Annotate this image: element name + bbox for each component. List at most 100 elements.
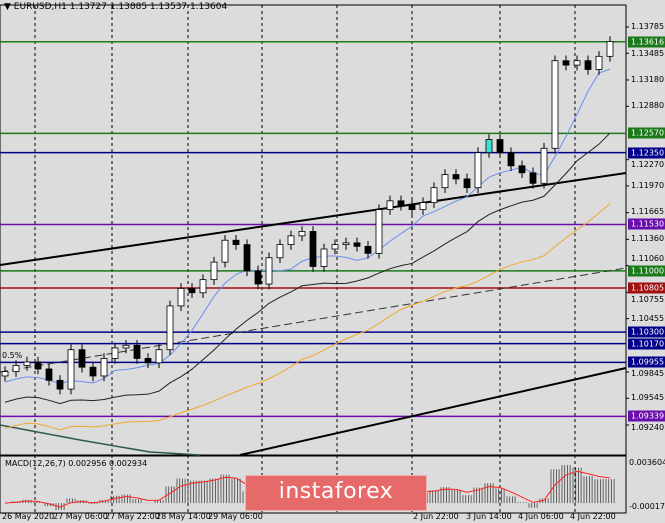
- level-price-label: 1.13616: [628, 36, 665, 48]
- candle: [518, 165, 526, 174]
- candle: [386, 200, 394, 210]
- candle: [12, 365, 20, 372]
- price-tick: 1.13485: [631, 48, 665, 58]
- ma-blue-line: [4, 68, 611, 385]
- price-tick: 1.09845: [631, 369, 665, 379]
- channel-upper-line: [0, 172, 627, 266]
- price-tick: 1.09240: [631, 423, 665, 433]
- candle: [463, 178, 471, 189]
- candle: [221, 239, 229, 263]
- ma-black-line: [4, 132, 611, 405]
- candle: [56, 379, 64, 390]
- candle: [34, 361, 42, 370]
- candle: [276, 244, 284, 259]
- candle: [67, 349, 75, 390]
- candle: [430, 187, 438, 203]
- candle: [551, 60, 559, 149]
- level-price-label: 1.11000: [628, 265, 665, 277]
- candle: [155, 349, 163, 364]
- candle: [188, 287, 196, 294]
- level-price-label: 1.09955: [628, 356, 665, 368]
- symbol-quote: EURUSD,H1 1.13727 1.13885 1.13537 1.1360…: [13, 2, 228, 12]
- ma-darkgreen-line: [0, 424, 201, 456]
- candle: [210, 261, 218, 281]
- triangle-down-icon[interactable]: ▼: [4, 2, 11, 12]
- candle: [419, 202, 427, 210]
- price-tick: 1.11665: [631, 207, 665, 217]
- chart-title: ▼ EURUSD,H1 1.13727 1.13885 1.13537 1.13…: [4, 2, 227, 12]
- level-price-label: 1.10300: [628, 326, 665, 338]
- candle: [474, 152, 482, 189]
- candle: [23, 361, 31, 366]
- time-tick: 27 May 06:00: [53, 512, 108, 521]
- time-tick: 3 Jun 14:00: [466, 512, 512, 521]
- candle: [287, 235, 295, 246]
- candle: [364, 245, 372, 254]
- time-tick: 26 May 2020: [2, 512, 55, 521]
- candle: [78, 349, 86, 368]
- candle: [1, 371, 9, 377]
- level-price-label: 1.11530: [628, 218, 665, 230]
- channel-lower-line: [239, 367, 627, 456]
- level-price-label: 1.10170: [628, 338, 665, 350]
- candle: [111, 347, 119, 359]
- price-tick: 1.10755: [631, 294, 665, 304]
- price-tick: 1.12270: [631, 159, 665, 169]
- candle: [243, 244, 251, 272]
- dashed-trend-line: [0, 267, 627, 373]
- candle: [606, 41, 614, 57]
- macd-label: MACD(12,26,7) 0.002956 0.002934: [5, 459, 148, 468]
- macd-tick-top: 0.003604: [629, 458, 665, 467]
- candle: [573, 60, 581, 66]
- level-price-label: 1.10805: [628, 282, 665, 294]
- price-tick: 1.13785: [631, 22, 665, 31]
- fib-label: 0.5%: [2, 351, 23, 360]
- ma-orange-line: [4, 203, 611, 431]
- price-tick: 1.10455: [631, 313, 665, 323]
- candle: [496, 139, 504, 154]
- price-tick: 1.11060: [631, 253, 665, 263]
- candle: [485, 139, 493, 154]
- candle: [507, 152, 515, 167]
- candle: [177, 287, 185, 307]
- candle: [452, 174, 460, 180]
- candle: [166, 305, 174, 351]
- candle: [298, 231, 306, 237]
- level-price-label: 1.12570: [628, 127, 665, 139]
- candle: [408, 204, 416, 210]
- candle: [584, 60, 592, 70]
- candle: [397, 200, 405, 206]
- candle: [529, 172, 537, 184]
- candle: [133, 344, 141, 359]
- candle: [254, 270, 262, 285]
- instaforex-logo: instaforex: [245, 475, 427, 511]
- time-tick: 28 May 14:00: [156, 512, 211, 521]
- candle: [144, 358, 152, 364]
- candle: [441, 174, 449, 189]
- price-tick: 1.09545: [631, 393, 665, 403]
- candle: [320, 248, 328, 267]
- candle: [45, 368, 53, 381]
- level-price-label: 1.12350: [628, 147, 665, 159]
- time-tick: 27 May 22:00: [105, 512, 160, 521]
- candle: [232, 239, 240, 246]
- candle: [265, 257, 273, 285]
- candle: [309, 231, 317, 267]
- time-tick: 2 Jun 22:00: [413, 512, 459, 521]
- time-tick: 29 May 06:00: [208, 512, 263, 521]
- candle: [353, 242, 361, 247]
- candle: [540, 147, 548, 184]
- candle: [100, 358, 108, 377]
- candle: [562, 60, 570, 66]
- candle: [331, 244, 339, 250]
- candle: [199, 279, 207, 294]
- candle: [595, 55, 603, 70]
- price-tick: 1.11360: [631, 234, 665, 244]
- price-tick: 1.13180: [631, 74, 665, 84]
- macd-tick-bottom: -0.000175: [629, 502, 665, 511]
- level-price-label: 1.09339: [628, 410, 665, 422]
- candle: [342, 242, 350, 246]
- price-tick: 1.12880: [631, 101, 665, 111]
- candle: [89, 366, 97, 377]
